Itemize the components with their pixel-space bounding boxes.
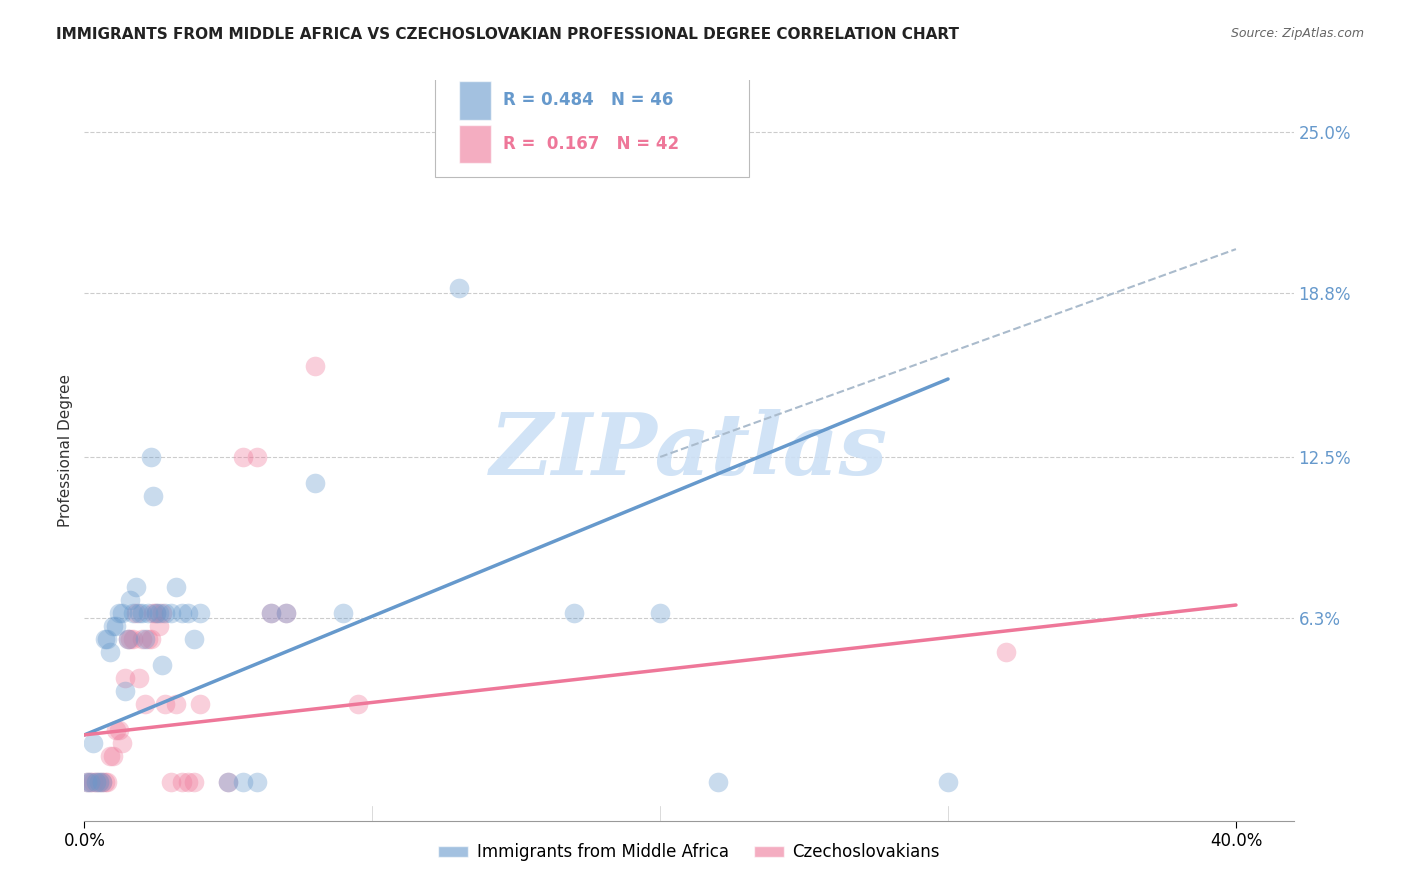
Point bbox=[90, 774, 112, 789]
Point bbox=[134, 632, 156, 646]
Point bbox=[183, 774, 205, 789]
Point bbox=[84, 774, 107, 789]
Point bbox=[150, 657, 173, 672]
Point bbox=[122, 632, 145, 646]
Point bbox=[936, 774, 959, 789]
Point bbox=[232, 774, 254, 789]
Point bbox=[260, 606, 283, 620]
Point bbox=[166, 580, 188, 594]
Point bbox=[246, 774, 269, 789]
Y-axis label: Professional Degree: Professional Degree bbox=[58, 374, 73, 527]
Point bbox=[188, 697, 211, 711]
Point bbox=[101, 619, 124, 633]
Point bbox=[128, 606, 150, 620]
Text: IMMIGRANTS FROM MIDDLE AFRICA VS CZECHOSLOVAKIAN PROFESSIONAL DEGREE CORRELATION: IMMIGRANTS FROM MIDDLE AFRICA VS CZECHOS… bbox=[56, 27, 959, 42]
Point bbox=[93, 632, 115, 646]
Text: R =  0.167   N = 42: R = 0.167 N = 42 bbox=[503, 136, 679, 153]
Point bbox=[172, 606, 194, 620]
Point bbox=[96, 774, 118, 789]
FancyBboxPatch shape bbox=[460, 125, 491, 163]
Point bbox=[128, 671, 150, 685]
Point bbox=[93, 774, 115, 789]
Point bbox=[177, 606, 200, 620]
Point bbox=[111, 736, 134, 750]
Point bbox=[98, 748, 121, 763]
Point bbox=[131, 632, 153, 646]
Point bbox=[304, 359, 326, 373]
Point bbox=[172, 774, 194, 789]
Point bbox=[101, 748, 124, 763]
Point bbox=[134, 697, 156, 711]
Text: R = 0.484   N = 46: R = 0.484 N = 46 bbox=[503, 91, 673, 109]
Point bbox=[82, 774, 104, 789]
Point bbox=[105, 619, 128, 633]
Point bbox=[139, 450, 162, 464]
Point bbox=[142, 489, 165, 503]
Point bbox=[114, 671, 136, 685]
Point bbox=[96, 632, 118, 646]
Point bbox=[84, 774, 107, 789]
FancyBboxPatch shape bbox=[460, 81, 491, 120]
Point bbox=[114, 683, 136, 698]
Text: Source: ZipAtlas.com: Source: ZipAtlas.com bbox=[1230, 27, 1364, 40]
Point bbox=[87, 774, 110, 789]
Point bbox=[153, 606, 176, 620]
Point bbox=[332, 606, 354, 620]
Point bbox=[150, 606, 173, 620]
Point bbox=[562, 606, 585, 620]
Point bbox=[260, 606, 283, 620]
Point bbox=[304, 475, 326, 490]
Point bbox=[347, 697, 370, 711]
Point bbox=[159, 606, 181, 620]
Point bbox=[148, 619, 170, 633]
Point bbox=[994, 645, 1017, 659]
Point bbox=[117, 632, 139, 646]
Point bbox=[177, 774, 200, 789]
Point bbox=[145, 606, 167, 620]
Text: ZIPatlas: ZIPatlas bbox=[489, 409, 889, 492]
Point bbox=[82, 736, 104, 750]
Point bbox=[142, 606, 165, 620]
Point bbox=[111, 606, 134, 620]
Point bbox=[188, 606, 211, 620]
Point bbox=[125, 606, 148, 620]
Point bbox=[159, 774, 181, 789]
Point bbox=[139, 632, 162, 646]
Point bbox=[706, 774, 728, 789]
Point bbox=[90, 774, 112, 789]
Point bbox=[108, 723, 131, 737]
Point bbox=[79, 774, 101, 789]
Point bbox=[166, 697, 188, 711]
Point bbox=[131, 606, 153, 620]
Point bbox=[136, 632, 159, 646]
Point bbox=[120, 592, 142, 607]
Point bbox=[108, 606, 131, 620]
Point bbox=[79, 774, 101, 789]
Point bbox=[136, 606, 159, 620]
Point bbox=[183, 632, 205, 646]
Point bbox=[148, 606, 170, 620]
Point bbox=[122, 606, 145, 620]
Point bbox=[98, 645, 121, 659]
Point bbox=[217, 774, 239, 789]
Point bbox=[145, 606, 167, 620]
Point bbox=[246, 450, 269, 464]
Legend: Immigrants from Middle Africa, Czechoslovakians: Immigrants from Middle Africa, Czechoslo… bbox=[432, 837, 946, 868]
Point bbox=[76, 774, 98, 789]
Point bbox=[447, 281, 470, 295]
Point bbox=[87, 774, 110, 789]
Point bbox=[153, 697, 176, 711]
Point bbox=[120, 632, 142, 646]
Point bbox=[117, 632, 139, 646]
Point bbox=[76, 774, 98, 789]
Point bbox=[232, 450, 254, 464]
Point bbox=[105, 723, 128, 737]
Point bbox=[650, 606, 672, 620]
Point bbox=[274, 606, 297, 620]
FancyBboxPatch shape bbox=[434, 62, 749, 177]
Point bbox=[274, 606, 297, 620]
Point bbox=[125, 580, 148, 594]
Point bbox=[217, 774, 239, 789]
